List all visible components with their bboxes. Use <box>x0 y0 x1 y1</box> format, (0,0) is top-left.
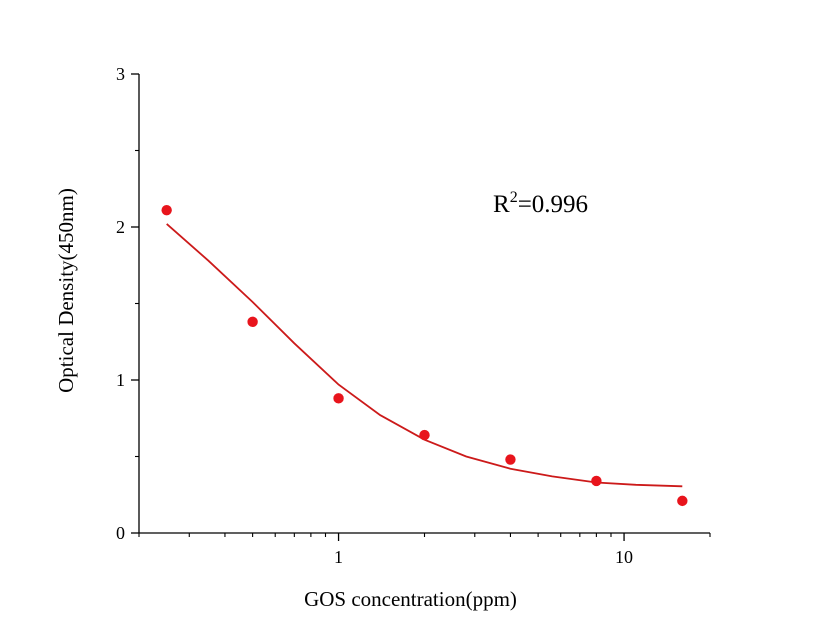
r-squared-annotation: R2=0.996 <box>493 189 588 218</box>
ticks: 0 1 2 3 1 10 <box>116 64 711 567</box>
data-point <box>677 495 688 507</box>
data-point <box>419 429 430 441</box>
data-point <box>247 316 258 328</box>
data-point <box>591 475 602 487</box>
y-axis-title: Optical Density(450nm) <box>54 188 78 393</box>
r-squared-base: R <box>493 191 510 218</box>
data-point <box>505 454 516 465</box>
fit-curve <box>166 223 683 488</box>
y-tick-label: 0 <box>116 523 125 543</box>
x-tick-label: 1 <box>334 547 343 567</box>
r-squared-superscript: 2 <box>510 189 518 206</box>
y-tick-label: 1 <box>116 370 125 390</box>
data-point <box>333 393 344 404</box>
r-squared-value: =0.996 <box>518 191 588 218</box>
x-axis-title: GOS concentration(ppm) <box>304 587 517 611</box>
fit-curve-group <box>166 223 683 488</box>
y-tick-label: 2 <box>116 217 125 237</box>
axes <box>138 74 710 534</box>
y-tick-label: 3 <box>116 64 125 84</box>
data-point <box>161 204 172 216</box>
data-points <box>161 204 688 507</box>
x-tick-label: 10 <box>615 547 633 567</box>
